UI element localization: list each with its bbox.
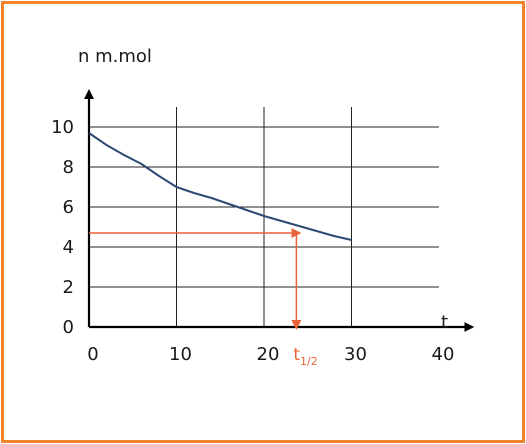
half-life-annotation: t1/2	[89, 228, 318, 368]
y-tick-2: 2	[63, 277, 74, 298]
y-axis-label: n m.mol	[78, 46, 152, 67]
y-tick-0: 0	[63, 317, 74, 338]
grid-lines	[89, 107, 439, 327]
x-tick-20: 20	[257, 344, 280, 365]
y-tick-8: 8	[63, 157, 74, 178]
series-line-0	[88, 132, 352, 241]
axes	[84, 89, 475, 332]
half-life-label: t1/2	[293, 345, 317, 368]
y-tick-4: 4	[63, 237, 74, 258]
x-tick-40: 40	[432, 344, 455, 365]
x-axis-label: t	[441, 312, 448, 333]
y-tick-6: 6	[63, 197, 74, 218]
axis-labels: n m.mol t	[78, 46, 448, 333]
series-layer	[88, 132, 352, 241]
y-tick-10: 10	[51, 117, 74, 138]
x-tick-0: 0	[87, 344, 98, 365]
tick-labels: 0 2 4 6 8 10 0 10 20 30 40	[51, 117, 454, 365]
x-tick-30: 30	[344, 344, 367, 365]
x-tick-10: 10	[169, 344, 192, 365]
